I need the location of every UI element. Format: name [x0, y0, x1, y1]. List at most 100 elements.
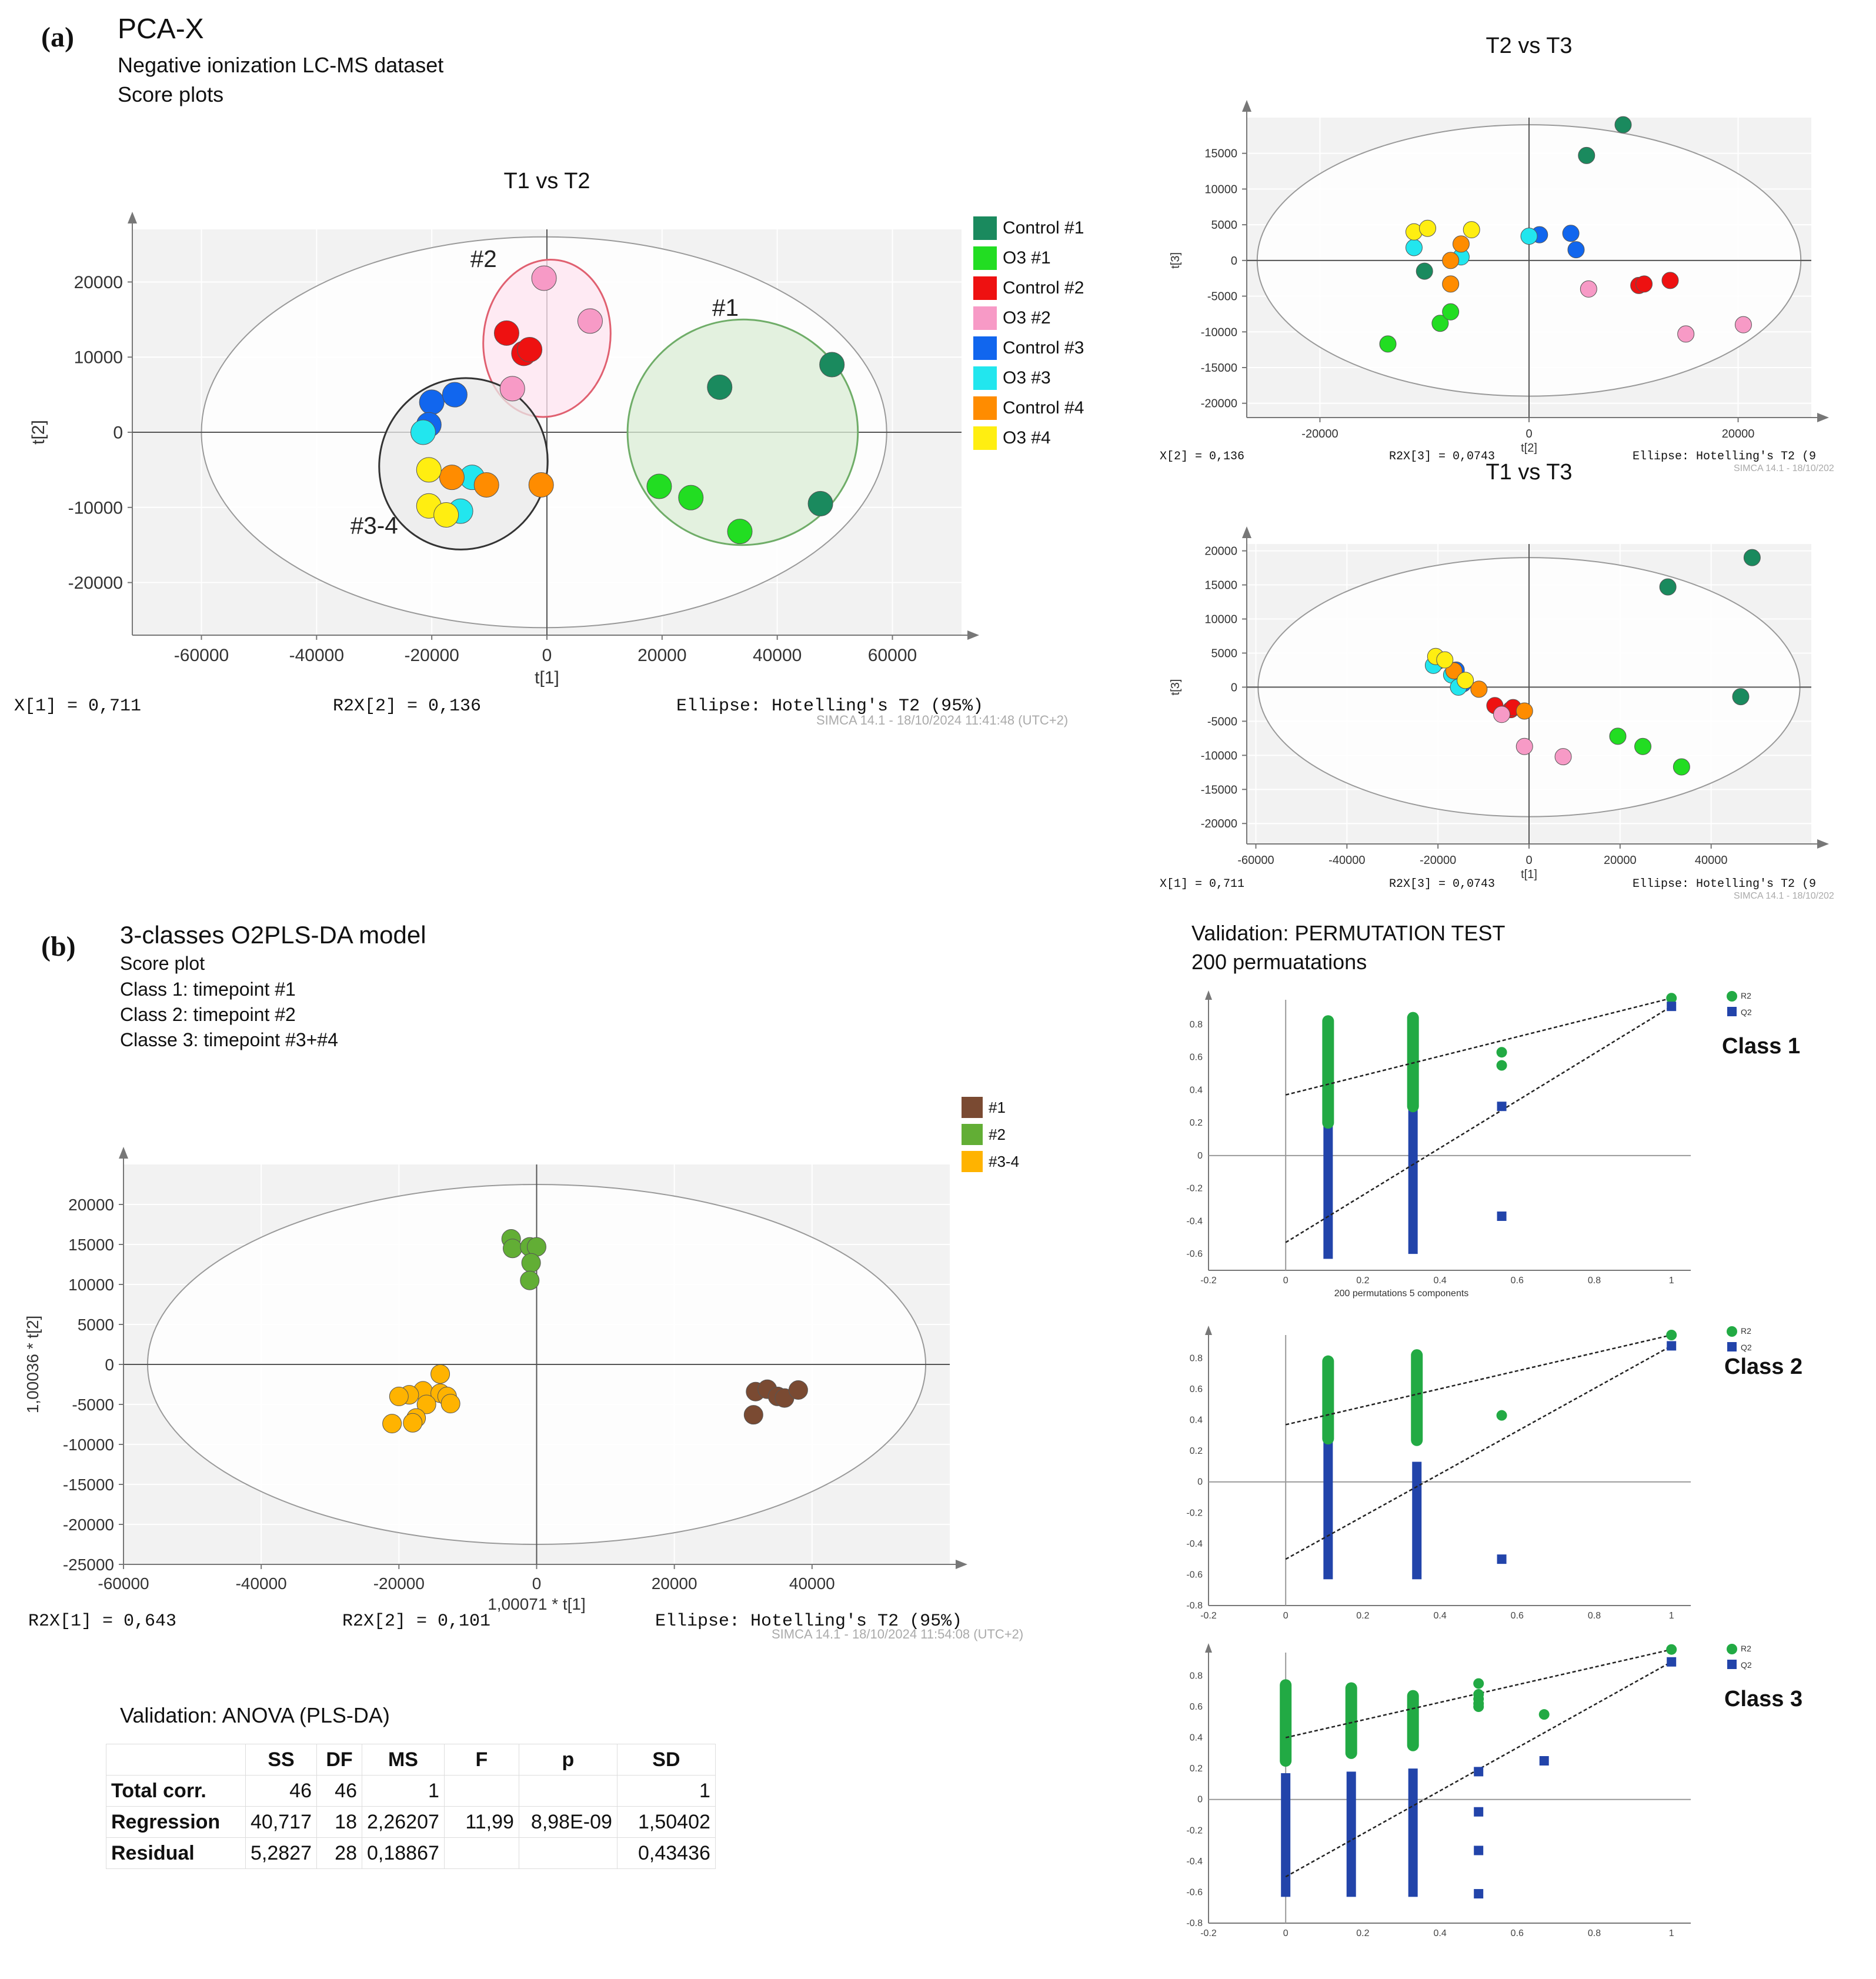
y-tick-label: 5000: [78, 1316, 114, 1334]
data-point: [1673, 758, 1690, 776]
data-point: [1661, 272, 1679, 289]
x-axis-arrow: [967, 630, 979, 640]
q2-permutation-column: [1346, 1771, 1356, 1897]
opls-legend: #1 #2 #3-4: [962, 1094, 1019, 1175]
q2-regression-line: [1285, 1006, 1672, 1243]
legend-swatch: [973, 366, 997, 390]
legend-item: Control #2: [973, 273, 1084, 303]
r2-point: [1666, 1644, 1677, 1655]
x-tick-label: 0.4: [1433, 1611, 1446, 1621]
legend-q2-label: Q2: [1741, 1660, 1752, 1670]
data-point: [1442, 303, 1460, 321]
y-tick-label: -20000: [1201, 817, 1237, 830]
x-tick-label: 0: [532, 1574, 542, 1593]
perm-class2-label: Class 2: [1724, 1354, 1803, 1379]
data-point: [410, 419, 436, 445]
t1t3-footer-left: X[1] = 0,711: [1160, 877, 1245, 891]
r2-permutation-column: [1407, 1690, 1419, 1751]
y-tick-label: 0: [113, 423, 123, 443]
data-point: [403, 1413, 423, 1433]
anova-cell: 46: [316, 1775, 362, 1807]
legend-q2-marker: [1727, 1342, 1737, 1351]
data-point: [646, 473, 672, 499]
pca-t1-vs-t2-chart: -60000 -40000 -20000 0 20000 40000 60000 -20000…: [29, 169, 979, 688]
y-tick-label: -0.4: [1186, 1539, 1203, 1549]
data-point: [1634, 737, 1652, 755]
t1t2-footer-right: Ellipse: Hotelling's T2 (95%): [676, 696, 984, 716]
legend-item: O3 #2: [973, 303, 1084, 333]
y-axis-arrow: [128, 212, 137, 223]
chart-title: T1 vs T2: [503, 169, 590, 193]
data-point: [1520, 228, 1538, 245]
x-tick-label: -60000: [1237, 854, 1274, 867]
x-tick-label: 0.4: [1433, 1276, 1446, 1286]
data-point: [1516, 737, 1533, 755]
data-point: [807, 490, 833, 516]
y-tick-label: -0.6: [1186, 1249, 1203, 1259]
y-tick-label: 0.4: [1190, 1733, 1203, 1743]
x-tick-label: 1: [1669, 1276, 1674, 1286]
legend-item: #1: [962, 1094, 1019, 1121]
t1t3-watermark: SIMCA 14.1 - 18/10/202: [1734, 891, 1834, 901]
y-tick-label: -5000: [1207, 715, 1237, 728]
x-axis-label: t[2]: [1521, 442, 1537, 455]
y-tick-label: 0: [1197, 1477, 1203, 1487]
r2-point: [1496, 1047, 1507, 1058]
q2-regression-line: [1285, 1345, 1672, 1560]
data-point: [1431, 315, 1449, 332]
legend-swatch: [973, 396, 997, 420]
data-point: [430, 1364, 450, 1384]
x-tick-label: -60000: [98, 1574, 149, 1593]
t1t3-footer-right: Ellipse: Hotelling's T2 (9: [1633, 877, 1817, 891]
y-tick-label: -0.8: [1186, 1918, 1203, 1928]
legend-swatch: [973, 336, 997, 360]
y-tick-label: -0.8: [1186, 1601, 1203, 1611]
data-point: [419, 389, 445, 415]
legend-item: Control #4: [973, 393, 1084, 423]
anova-cell: 0,18867: [362, 1837, 445, 1869]
r2-point: [1666, 993, 1677, 1004]
x-tick-label: -20000: [373, 1574, 425, 1593]
y-tick-label: 5000: [1211, 219, 1238, 232]
legend-item: #3-4: [962, 1148, 1019, 1175]
legend-item: O3 #4: [973, 423, 1084, 453]
q2-point: [1539, 1756, 1549, 1766]
legend-r2-marker: [1727, 991, 1737, 1002]
data-point: [707, 374, 733, 400]
y-tick-label: -10000: [1201, 326, 1237, 339]
anova-cell: 11,99: [443, 1806, 519, 1838]
data-point: [517, 336, 543, 362]
legend-swatch: [973, 246, 997, 270]
x-tick-label: 40000: [789, 1574, 835, 1593]
x-tick-label: 0.2: [1356, 1928, 1369, 1938]
panel-b-line-2: Class 1: timepoint #1: [120, 979, 296, 1000]
x-tick-label: 0.8: [1588, 1611, 1601, 1621]
x-tick-label: 0: [1283, 1928, 1289, 1938]
y-tick-label: -0.2: [1186, 1508, 1203, 1518]
y-tick-label: 0.8: [1190, 1353, 1203, 1363]
opls-footer-mid: R2X[2] = 0,101: [342, 1611, 491, 1631]
y-tick-label: 20000: [1204, 545, 1237, 558]
x-tick-label: 0.8: [1588, 1276, 1601, 1286]
data-point: [1734, 316, 1752, 333]
data-point: [1493, 706, 1511, 723]
anova-header-cell: p: [518, 1744, 617, 1776]
legend-label: O3 #3: [1003, 368, 1051, 388]
x-tick-label: 60000: [868, 646, 917, 665]
y-tick-label: -25000: [63, 1556, 114, 1574]
y-tick-label: 0.2: [1190, 1118, 1203, 1128]
x-tick-label: 0.6: [1511, 1276, 1524, 1286]
pca-t1-vs-t3-chart: -60000 -40000 -20000 0 20000 40000 -20000 -1500…: [1169, 460, 1829, 881]
q2-permutation-column: [1323, 1435, 1333, 1580]
anova-cell: 40,717: [245, 1806, 317, 1838]
anova-row: Regression 40,717 18 2,26207 11,99 8,98E-09 1,…: [106, 1806, 716, 1838]
legend-item: Control #1: [973, 213, 1084, 243]
perm-class3-chart: -0.2 0 0.2 0.4 0.6 0.8 1 -0.8 -0.6 -0.4 -0.2 0 0.2 0.…: [1186, 1643, 1752, 1938]
y-tick-label: -10000: [68, 498, 123, 518]
x-tick-label: 0.4: [1433, 1928, 1446, 1938]
data-point: [819, 352, 845, 378]
perm-class1-chart: -0.2 0 0.2 0.4 0.6 0.8 1 -0.6 -0.4 -0.2 0 0.2 0.4 0.6…: [1186, 990, 1752, 1299]
data-point: [1442, 252, 1460, 269]
y-tick-label: 10000: [68, 1276, 114, 1294]
y-axis-arrow: [1242, 526, 1251, 538]
